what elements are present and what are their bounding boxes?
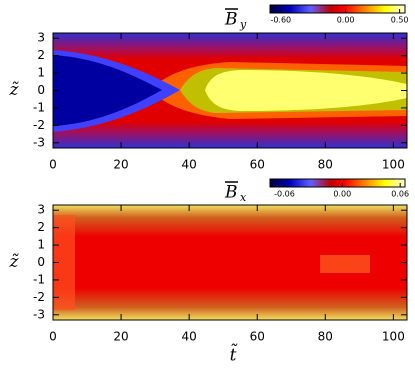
- colorbar-tick-label: 0.06: [391, 190, 409, 199]
- x-tick-label: 0: [49, 330, 57, 344]
- y-tick-label: 2: [37, 48, 45, 62]
- y-tick-label: 1: [37, 66, 45, 80]
- x-tick-label: 20: [113, 158, 128, 172]
- x-tick-label: 60: [250, 158, 265, 172]
- colorbar-tick-label: -0.06: [274, 190, 295, 199]
- y-tick-label: -3: [33, 307, 45, 321]
- y-tick-label: 0: [37, 255, 45, 269]
- colorbar: [269, 178, 406, 188]
- y-tick-label: 2: [37, 220, 45, 234]
- title-subscript: y: [239, 18, 247, 31]
- colorbar-tick-label: -0.60: [270, 16, 291, 25]
- colorbar: [269, 4, 406, 14]
- y-tick-label: -2: [33, 290, 45, 304]
- field-by: [53, 33, 407, 148]
- x-tick-label: 0: [49, 158, 57, 172]
- x-tick-label: 80: [318, 158, 333, 172]
- y-axis-label: z̃: [9, 80, 20, 100]
- y-tick-label: 1: [37, 238, 45, 252]
- x-axis-label: t̃: [230, 344, 238, 366]
- y-axis-label: z̃: [9, 252, 20, 272]
- y-tick-label: 3: [37, 31, 45, 45]
- title-subscript: x: [240, 191, 247, 204]
- x-tick-label: 40: [182, 330, 197, 344]
- y-tick-label: 3: [37, 203, 45, 217]
- y-tick-label: -3: [33, 135, 45, 149]
- title: B: [224, 183, 238, 203]
- y-tick-label: 0: [37, 83, 45, 97]
- x-tick-label: 80: [318, 330, 333, 344]
- x-tick-label: 20: [113, 330, 128, 344]
- x-tick-label: 40: [182, 158, 197, 172]
- y-tick-label: -1: [33, 100, 45, 114]
- x-tick-label: 60: [250, 330, 265, 344]
- y-tick-label: -2: [33, 118, 45, 132]
- field-bx: [53, 205, 407, 320]
- colorbar-tick-label: 0.50: [391, 16, 409, 25]
- x-tick-label: 100: [382, 330, 405, 344]
- title: B: [224, 10, 238, 30]
- y-tick-label: -1: [33, 272, 45, 286]
- colorbar-tick-label: 0.00: [333, 190, 351, 199]
- x-tick-label: 100: [382, 158, 405, 172]
- colorbar-tick-label: 0.00: [337, 16, 355, 25]
